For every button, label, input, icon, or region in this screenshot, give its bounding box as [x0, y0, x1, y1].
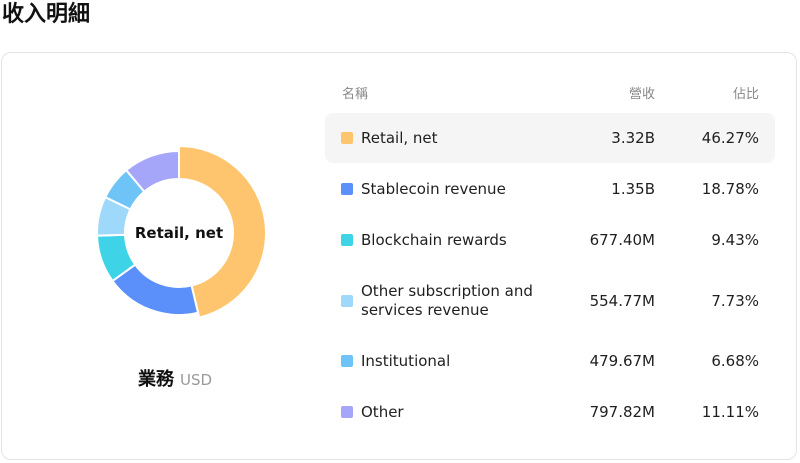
row-share: 9.43%	[711, 231, 759, 249]
legend-swatch	[341, 355, 353, 367]
caption-currency: USD	[179, 371, 213, 389]
header-name: 名稱	[342, 87, 369, 102]
legend-swatch	[341, 234, 353, 246]
row-share: 18.78%	[701, 180, 759, 198]
table-row[interactable]: Stablecoin revenue 1.35B 18.78%	[325, 164, 775, 214]
row-revenue: 797.82M	[589, 403, 655, 421]
row-revenue: 3.32B	[611, 129, 655, 147]
header-share: 佔比	[732, 87, 759, 102]
page-title: 收入明細	[2, 2, 91, 27]
table-row[interactable]: Blockchain rewards 677.40M 9.43%	[325, 215, 775, 265]
table-row[interactable]: Institutional 479.67M 6.68%	[325, 336, 775, 386]
row-revenue: 554.77M	[589, 292, 655, 310]
row-share: 6.68%	[711, 352, 759, 370]
row-name: Other	[361, 402, 404, 421]
legend-swatch	[341, 183, 353, 195]
row-share: 7.73%	[711, 292, 759, 310]
row-revenue: 479.67M	[589, 352, 655, 370]
row-name: Retail, net	[361, 128, 438, 147]
header-revenue: 營收	[628, 87, 655, 102]
caption-segment-label: 業務	[137, 369, 174, 390]
row-revenue: 1.35B	[611, 180, 655, 198]
row-share: 11.11%	[701, 403, 759, 421]
donut-chart: Retail, net	[93, 145, 265, 321]
row-share: 46.27%	[701, 129, 759, 147]
legend-swatch	[341, 406, 353, 418]
row-revenue: 677.40M	[589, 231, 655, 249]
row-name: Other subscription and services revenue	[361, 282, 533, 319]
chart-caption: 業務 USD	[0, 366, 350, 394]
table-row[interactable]: Other 797.82M 11.11%	[325, 387, 775, 437]
row-name: Institutional	[361, 351, 451, 370]
legend-swatch	[341, 132, 353, 144]
donut-slice[interactable]	[124, 149, 180, 194]
row-name: Stablecoin revenue	[361, 179, 506, 198]
legend-swatch	[341, 295, 353, 307]
table-row[interactable]: Retail, net 3.32B 46.27%	[325, 113, 775, 163]
row-name: Blockchain rewards	[361, 230, 507, 249]
table-row[interactable]: Other subscription and services revenue …	[325, 271, 775, 331]
donut-svg	[96, 145, 265, 319]
donut-slice[interactable]	[178, 145, 265, 319]
